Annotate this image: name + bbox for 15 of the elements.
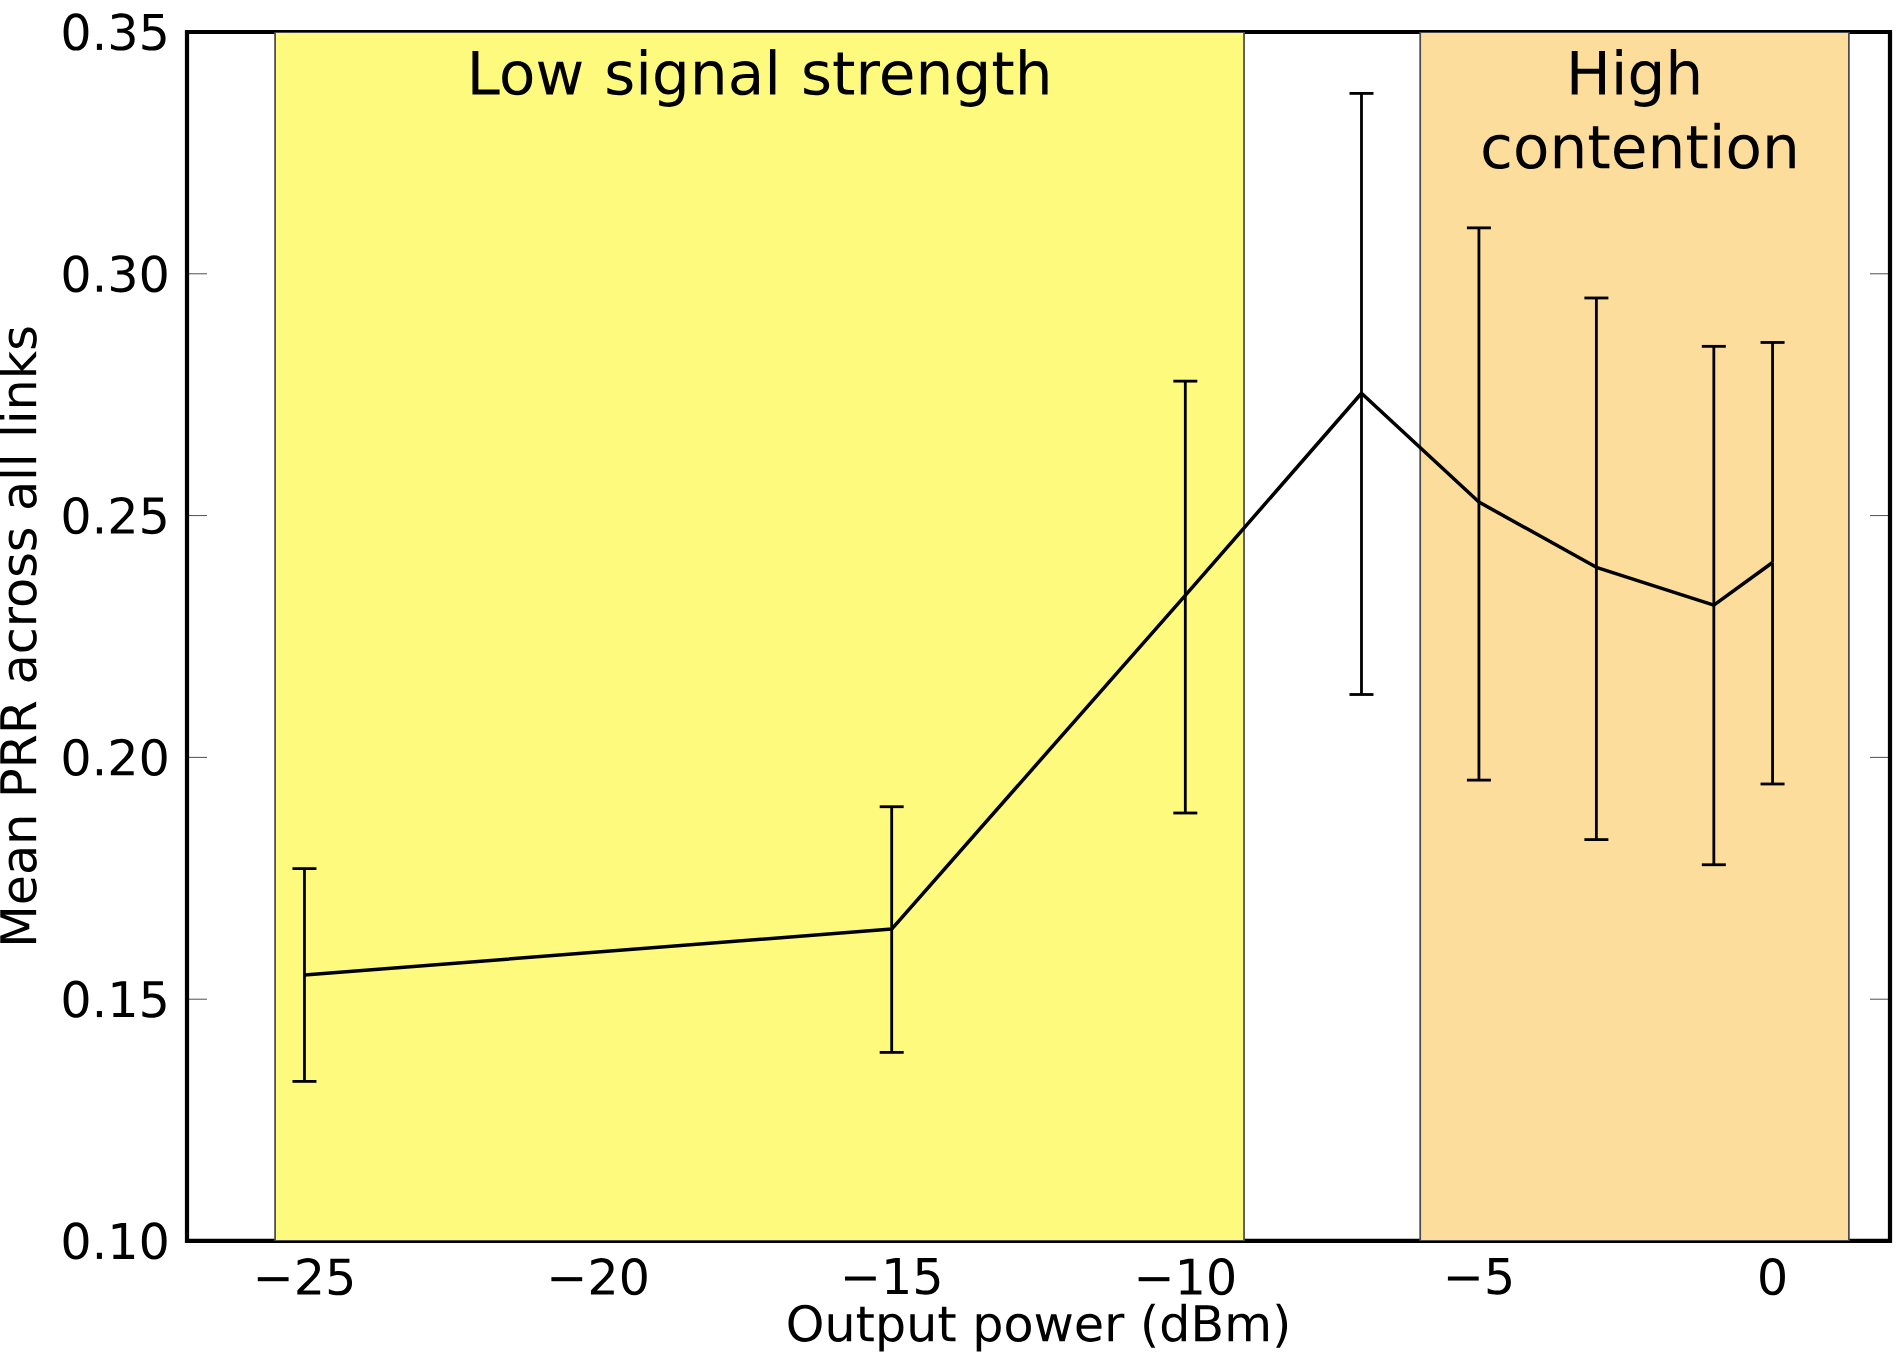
- x-axis-title: Output power (dBm): [788, 1303, 1288, 1352]
- y-tick-label: 0.10: [63, 1222, 167, 1260]
- y-tick-label: 0.25: [63, 496, 166, 535]
- band-label: High contention: [1483, 49, 1795, 170]
- x-tick-label: −5: [1447, 1258, 1511, 1295]
- band-label: Low signal strength: [472, 49, 1048, 107]
- y-tick-label: 0.35: [63, 13, 166, 51]
- y-tick-label: 0.30: [63, 255, 167, 293]
- x-tick-label: −25: [257, 1258, 353, 1296]
- x-tick-label: −15: [845, 1258, 940, 1295]
- x-tick-label: −10: [1138, 1258, 1234, 1296]
- x-tick-label: −20: [551, 1258, 647, 1296]
- y-tick-label: 0.15: [63, 980, 166, 1018]
- y-tick-label: 0.20: [63, 738, 167, 777]
- x-tick-label: 0: [1760, 1258, 1785, 1296]
